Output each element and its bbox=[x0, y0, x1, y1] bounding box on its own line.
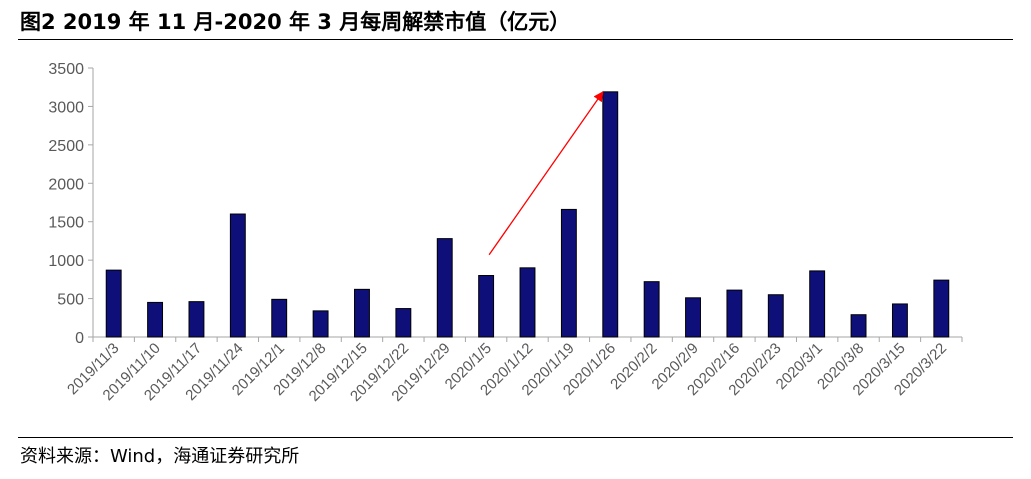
source-note: 资料来源：Wind，海通证券研究所 bbox=[20, 446, 300, 467]
y-tick-label: 0 bbox=[75, 330, 84, 347]
bar-2019/11/3 bbox=[105, 269, 122, 338]
y-tick-label: 3500 bbox=[48, 61, 84, 78]
y-tick-label: 500 bbox=[57, 292, 84, 309]
bar-2020/1/26 bbox=[602, 91, 619, 338]
bar-series bbox=[105, 91, 950, 338]
bar-2020/3/15 bbox=[891, 303, 908, 338]
bar-2019/11/10 bbox=[147, 301, 164, 338]
y-tick-label: 2500 bbox=[48, 138, 84, 155]
figure-title: 图2 2019 年 11 月-2020 年 3 月每周解禁市值（亿元） bbox=[20, 10, 571, 34]
trend-arrow bbox=[488, 91, 604, 256]
bar-2019/11/24 bbox=[229, 213, 246, 338]
bar-2020/1/19 bbox=[560, 208, 577, 338]
bottom-divider bbox=[18, 437, 1013, 438]
annotations bbox=[488, 91, 604, 256]
bar-2020/2/23 bbox=[767, 294, 784, 338]
bar-2019/12/22 bbox=[395, 308, 412, 338]
bar-2019/12/1 bbox=[271, 298, 288, 338]
bar-2020/2/9 bbox=[685, 297, 701, 338]
bar-2020/3/1 bbox=[809, 270, 826, 338]
bar-2020/1/12 bbox=[519, 267, 536, 338]
top-divider bbox=[18, 39, 1013, 40]
bar-2019/12/29 bbox=[436, 238, 453, 338]
bar-2019/12/15 bbox=[354, 288, 370, 338]
y-tick-label: 1000 bbox=[48, 253, 84, 270]
bar-2020/3/22 bbox=[933, 279, 950, 338]
y-tick-label: 2000 bbox=[48, 176, 84, 193]
bar-2020/2/2 bbox=[643, 281, 660, 338]
bar-2020/2/16 bbox=[726, 289, 743, 338]
bar-2020/3/8 bbox=[850, 314, 867, 338]
x-axis: 2019/11/32019/11/102019/11/172019/11/242… bbox=[64, 336, 963, 405]
bar-2019/12/8 bbox=[312, 310, 329, 338]
y-axis: 0 500 1000 1500 2000 2500 3000 3500 bbox=[48, 61, 94, 347]
bar-2019/11/17 bbox=[188, 301, 205, 338]
y-tick-label: 1500 bbox=[48, 215, 84, 232]
bar-2020/1/5 bbox=[478, 275, 495, 338]
y-tick-label: 3000 bbox=[48, 99, 84, 116]
